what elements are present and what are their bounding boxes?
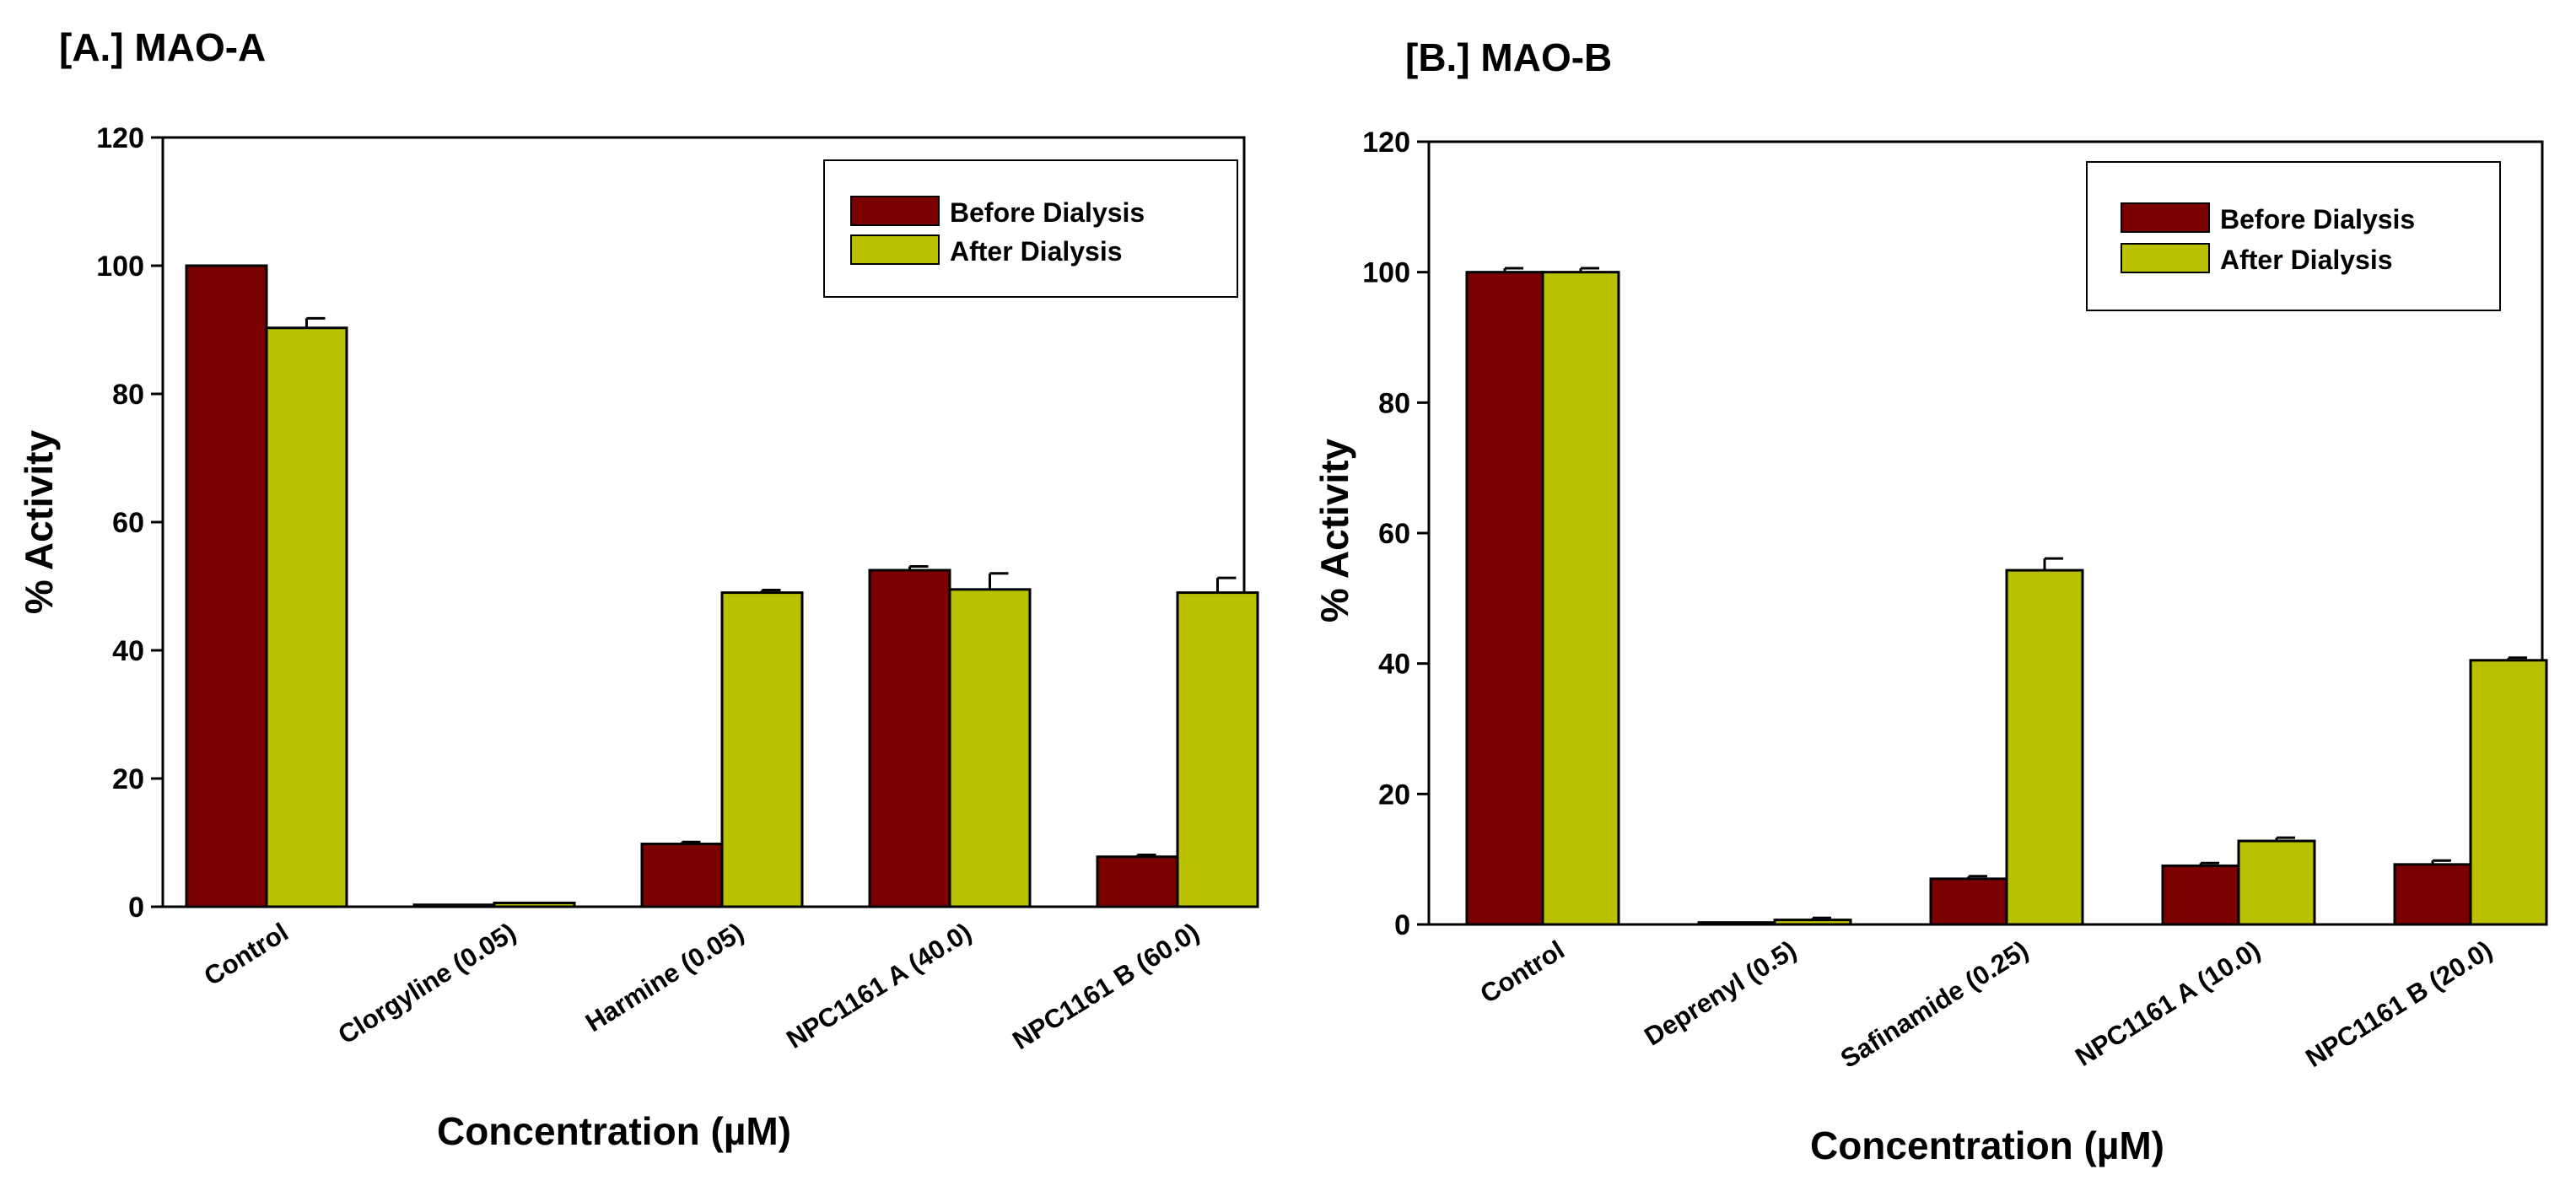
bar-after-dialysis (2005, 569, 2084, 926)
y-tick-label: 20 (112, 763, 144, 795)
x-category-label: NPC1161 B (20.0) (2300, 935, 2497, 1073)
y-tick-label: 20 (1378, 779, 1410, 811)
bar-before-dialysis (1929, 877, 2008, 926)
y-axis-title-b: % Activity (1312, 439, 1356, 623)
x-axis-title-a: Concentration (µM) (437, 1109, 791, 1153)
x-category-label: Control (1475, 935, 1570, 1009)
legend-swatch-after-b (2121, 243, 2210, 273)
bar-before-dialysis (1096, 855, 1179, 908)
x-category-label: NPC1161 B (60.0) (1007, 917, 1204, 1055)
y-tick-label: 0 (1394, 909, 1410, 941)
legend-swatch-before-b (2121, 202, 2210, 233)
bar-after-dialysis (493, 901, 576, 908)
x-category-label: Control (199, 917, 294, 991)
bar-before-dialysis (1465, 271, 1544, 926)
y-tick-label: 120 (96, 122, 144, 154)
y-tick-label: 80 (112, 379, 144, 411)
panel-title-b: [B.] MAO-B (1405, 35, 1612, 79)
y-axis-b: 0 20 40 60 80 100 120 (1362, 127, 1429, 941)
y-tick-label: 40 (112, 635, 144, 667)
bar-after-dialysis (1773, 919, 1852, 926)
x-axis-categories-a: Control Clorgyline (0.05) Harmine (0.05) NP… (199, 917, 1204, 1055)
legend-swatch-before-a (850, 196, 940, 226)
y-tick-label: 40 (1378, 649, 1410, 681)
y-axis-title-a: % Activity (17, 430, 61, 615)
bar-before-dialysis (1697, 921, 1776, 926)
x-axis-title-b: Concentration (µM) (1810, 1124, 2164, 1167)
legend-b: Before Dialysis After Dialysis (2086, 161, 2501, 311)
legend-box-a (823, 159, 1238, 298)
bars-b (1465, 267, 2548, 926)
bar-before-dialysis (185, 264, 268, 908)
legend-label-before-b: Before Dialysis (2220, 204, 2415, 234)
panel-mao-b: [B.] MAO-B 0 20 40 60 80 100 120 Control Depren… (1312, 35, 2548, 1167)
legend-label-after-b: After Dialysis (2220, 245, 2393, 275)
bar-after-dialysis (1541, 271, 1620, 926)
legend-label-before-a: Before Dialysis (950, 197, 1145, 228)
y-tick-label: 100 (1362, 257, 1410, 289)
bar-before-dialysis (2393, 863, 2472, 926)
legend-swatch-after-a (850, 234, 940, 265)
y-tick-label: 60 (1378, 518, 1410, 550)
legend-box-b (2086, 161, 2501, 311)
bar-after-dialysis (2469, 659, 2548, 926)
x-category-label: Harmine (0.05) (580, 917, 749, 1037)
y-tick-label: 100 (96, 251, 144, 283)
x-category-label: Clorgyline (0.05) (333, 917, 521, 1049)
bar-after-dialysis (948, 588, 1032, 908)
x-category-label: NPC1161 A (10.0) (2070, 935, 2265, 1072)
legend-label-after-a: After Dialysis (950, 236, 1123, 267)
bar-before-dialysis (868, 569, 951, 908)
bar-before-dialysis (640, 843, 724, 908)
y-tick-label: 80 (1378, 387, 1410, 419)
bar-before-dialysis (412, 903, 496, 908)
panel-title-a: [A.] MAO-A (59, 25, 266, 69)
bar-after-dialysis (2237, 839, 2316, 926)
bar-before-dialysis (2161, 864, 2240, 926)
y-tick-label: 60 (112, 507, 144, 539)
x-axis-categories-b: Control Deprenyl (0.5) Safinamide (0.25) NP… (1475, 935, 2498, 1074)
bar-after-dialysis (720, 591, 804, 908)
y-axis-a: 0 20 40 60 80 100 120 (96, 122, 163, 924)
x-category-label: NPC1161 A (40.0) (781, 917, 976, 1054)
panel-mao-a: [A.] MAO-A 0 20 40 60 80 100 120 Control Clorgy… (17, 25, 1259, 1153)
x-category-label: Deprenyl (0.5) (1639, 935, 1801, 1051)
bar-after-dialysis (1176, 591, 1259, 908)
legend-a: Before Dialysis After Dialysis (823, 159, 1238, 298)
y-tick-label: 120 (1362, 127, 1410, 159)
x-category-label: Safinamide (0.25) (1835, 935, 2034, 1074)
bar-after-dialysis (265, 326, 348, 908)
y-tick-label: 0 (128, 892, 144, 924)
bars-a (185, 264, 1259, 908)
